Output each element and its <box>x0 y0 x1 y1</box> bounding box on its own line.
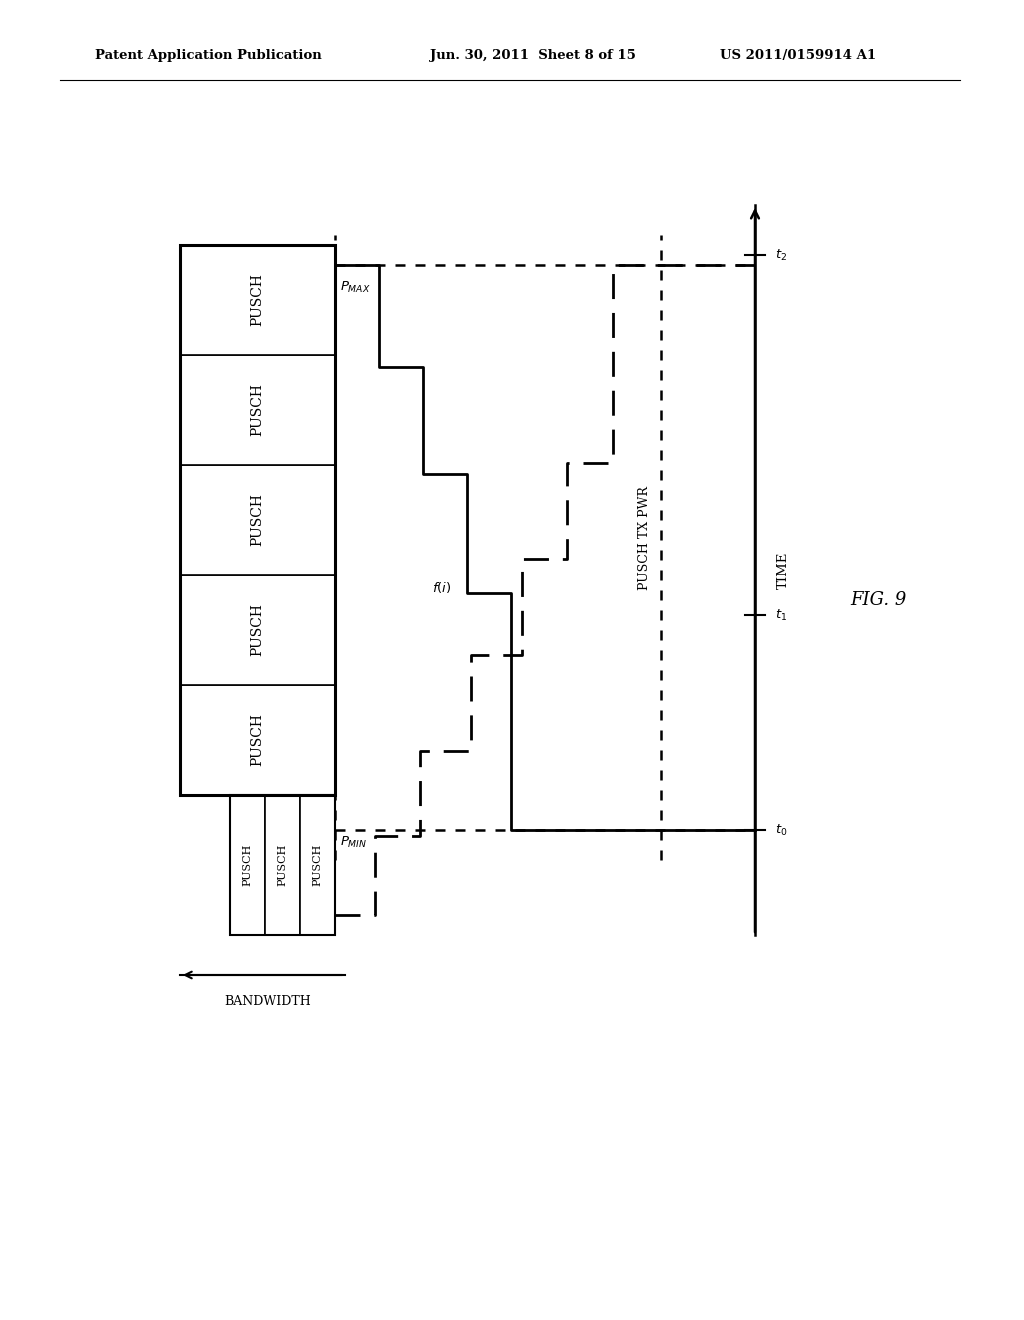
Text: US 2011/0159914 A1: US 2011/0159914 A1 <box>720 49 877 62</box>
Text: $P_{MAX}$: $P_{MAX}$ <box>340 280 371 296</box>
Bar <box>180 465 335 576</box>
Bar <box>180 355 335 465</box>
Text: $t_1$: $t_1$ <box>775 607 787 623</box>
Bar <box>180 685 335 795</box>
Bar <box>180 246 335 795</box>
Text: PUSCH: PUSCH <box>251 273 264 326</box>
Text: $P_{MIN}$: $P_{MIN}$ <box>340 836 368 850</box>
Bar <box>180 576 335 685</box>
Bar <box>230 795 335 935</box>
Bar <box>180 246 335 355</box>
Bar <box>300 795 335 935</box>
Text: PUSCH: PUSCH <box>312 843 323 886</box>
Text: PUSCH: PUSCH <box>251 384 264 437</box>
Text: TIME: TIME <box>777 552 790 589</box>
Bar <box>230 795 265 935</box>
Text: PUSCH: PUSCH <box>251 494 264 546</box>
Text: FIG. 9: FIG. 9 <box>850 591 906 609</box>
Text: PUSCH: PUSCH <box>278 843 288 886</box>
Text: PUSCH: PUSCH <box>251 714 264 767</box>
Text: Jun. 30, 2011  Sheet 8 of 15: Jun. 30, 2011 Sheet 8 of 15 <box>430 49 636 62</box>
Text: $t_0$: $t_0$ <box>775 822 787 838</box>
Text: PUSCH: PUSCH <box>251 603 264 656</box>
Text: PUSCH: PUSCH <box>243 843 253 886</box>
Text: BANDWIDTH: BANDWIDTH <box>224 995 311 1008</box>
Text: $f(i)$: $f(i)$ <box>432 579 452 595</box>
Text: Patent Application Publication: Patent Application Publication <box>95 49 322 62</box>
Text: PUSCH TX PWR: PUSCH TX PWR <box>639 486 651 590</box>
Text: $t_2$: $t_2$ <box>775 247 787 263</box>
Bar <box>265 795 300 935</box>
